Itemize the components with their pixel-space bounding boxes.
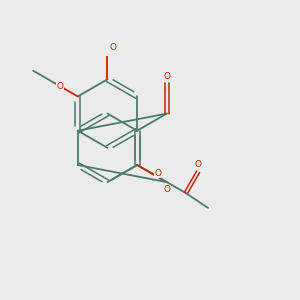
Text: O: O: [56, 82, 63, 91]
Text: O: O: [163, 72, 170, 81]
Text: O: O: [154, 169, 162, 178]
Text: O: O: [109, 43, 116, 52]
Text: O: O: [195, 160, 202, 169]
Text: O: O: [163, 185, 170, 194]
